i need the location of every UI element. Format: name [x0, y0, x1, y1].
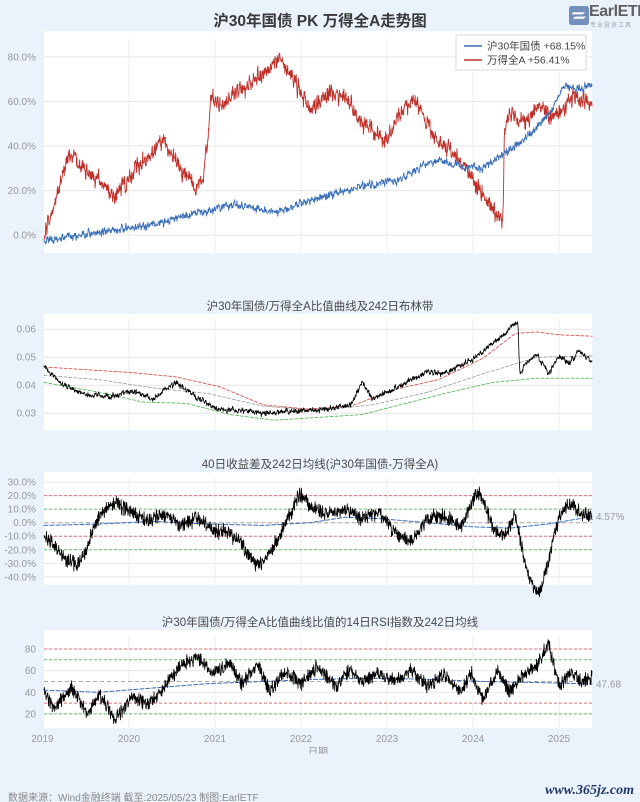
svg-text:0.05: 0.05 [17, 353, 37, 364]
svg-text:2023: 2023 [376, 734, 399, 745]
svg-text:47.68: 47.68 [596, 679, 621, 690]
svg-text:80.0%: 80.0% [8, 52, 36, 63]
svg-text:-10.0%: -10.0% [4, 532, 36, 543]
svg-text:40: 40 [25, 688, 37, 699]
svg-text:2020: 2020 [118, 734, 141, 745]
svg-text:30.0%: 30.0% [8, 478, 36, 489]
svg-text:2021: 2021 [204, 734, 227, 745]
svg-text:80: 80 [25, 644, 37, 655]
svg-text:20.0%: 20.0% [8, 491, 36, 502]
svg-text:20.0%: 20.0% [8, 186, 36, 197]
svg-text:-30.0%: -30.0% [4, 559, 36, 570]
svg-text:20: 20 [25, 709, 37, 720]
svg-text:2025: 2025 [548, 734, 571, 745]
svg-text:沪30年国债 +68.15%: 沪30年国债 +68.15% [487, 40, 585, 53]
svg-text:0.03: 0.03 [17, 409, 37, 420]
svg-text:60.0%: 60.0% [8, 97, 36, 108]
svg-text:0.0%: 0.0% [13, 231, 36, 242]
svg-text:2024: 2024 [462, 734, 485, 745]
svg-text:0.06: 0.06 [17, 325, 37, 336]
svg-text:-20.0%: -20.0% [4, 545, 36, 556]
svg-text:2019: 2019 [31, 734, 54, 745]
svg-text:60: 60 [25, 666, 37, 677]
svg-text:万得全A +56.41%: 万得全A +56.41% [487, 54, 570, 67]
svg-text:4.57%: 4.57% [596, 512, 624, 523]
svg-text:2022: 2022 [290, 734, 313, 745]
svg-text:0.04: 0.04 [17, 381, 37, 392]
svg-text:0.0%: 0.0% [13, 518, 36, 529]
svg-text:40.0%: 40.0% [8, 142, 36, 153]
svg-text:-40.0%: -40.0% [4, 572, 36, 583]
svg-text:10.0%: 10.0% [8, 505, 36, 516]
svg-text:日期: 日期 [308, 746, 328, 754]
